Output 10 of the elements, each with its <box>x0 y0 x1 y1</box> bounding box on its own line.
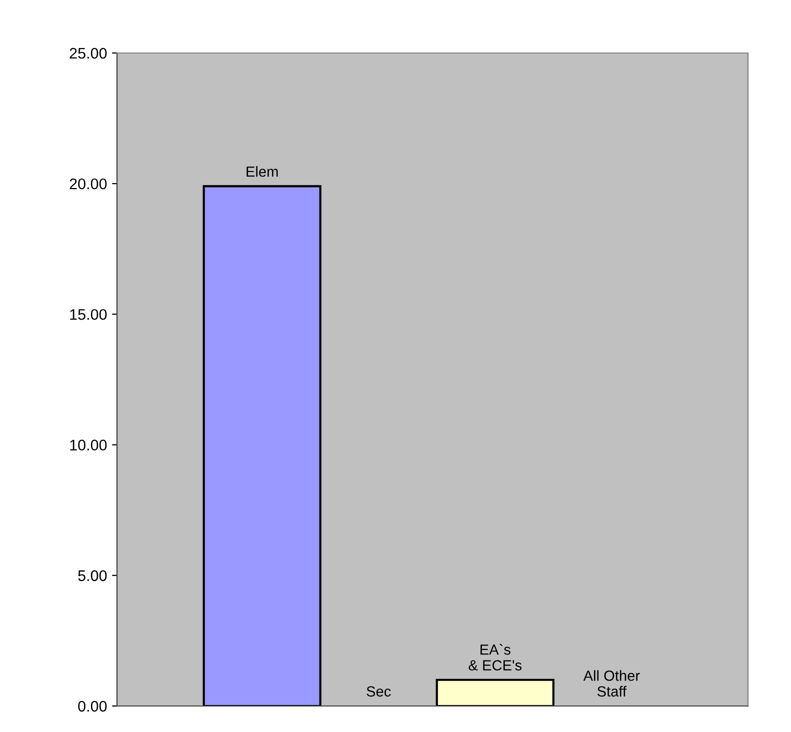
y-tick-label: 5.00 <box>78 570 107 582</box>
y-tick-label: 0.00 <box>78 700 107 712</box>
y-tick-label: 25.00 <box>70 48 107 59</box>
y-tick-label: 15.00 <box>70 309 107 320</box>
x-tick-label: Sec <box>366 686 391 697</box>
y-tick-label: 20.00 <box>70 178 107 190</box>
x-tick-label: All Other Staff <box>583 670 640 697</box>
x-tick-label: EA`s & ECE's <box>468 644 522 670</box>
x-tick-label: Elem <box>246 166 278 177</box>
y-tick-label: 10.00 <box>70 440 107 450</box>
